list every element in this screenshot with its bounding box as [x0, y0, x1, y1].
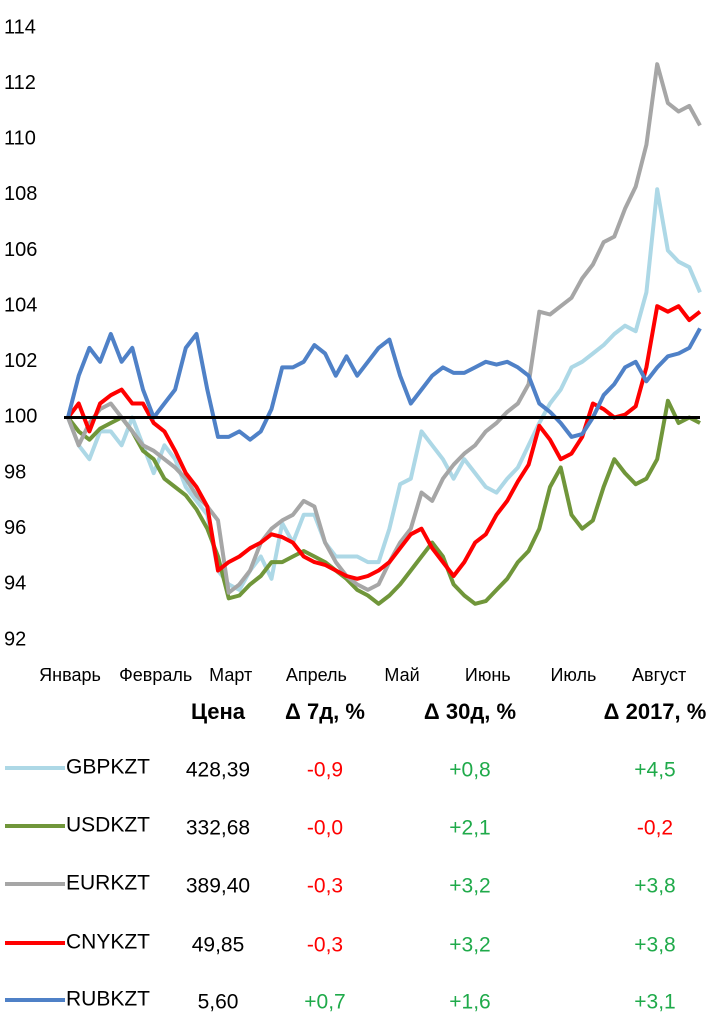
line-series [66, 327, 702, 442]
legend-label: GBPKZT [66, 756, 150, 779]
line-series [66, 304, 702, 581]
x-tick-label: Июнь [465, 665, 511, 685]
y-tick-label: 108 [4, 183, 37, 205]
table-cell: 428,39 [186, 759, 250, 782]
x-tick-label: Май [384, 665, 419, 685]
table-cell: +3,2 [449, 934, 490, 957]
x-tick-label: Апрель [286, 665, 347, 685]
table-cell: -0,0 [307, 817, 343, 840]
column-header: Δ 2017, % [604, 699, 707, 724]
table-cell: -0,2 [637, 817, 673, 840]
table-cell: +2,1 [449, 817, 490, 840]
legend-label: USDKZT [66, 814, 150, 837]
y-tick-label: 104 [4, 294, 37, 316]
y-tick-label: 100 [4, 406, 37, 428]
table-cell: -0,3 [307, 875, 343, 898]
x-tick-label: Февраль [119, 665, 192, 685]
table-cell: 49,85 [192, 934, 245, 957]
y-tick-label: 94 [4, 573, 26, 595]
column-header: Δ 7д, % [285, 699, 365, 724]
column-header: Цена [191, 699, 246, 724]
x-tick-label: Март [209, 665, 252, 685]
table-cell: +3,1 [634, 991, 675, 1012]
column-header: Δ 30д, % [424, 699, 516, 724]
table-cell: -0,9 [307, 759, 343, 782]
y-tick-label: 110 [4, 128, 36, 150]
y-tick-label: 114 [4, 16, 36, 38]
table-cell: +3,8 [634, 934, 675, 957]
y-tick-label: 98 [4, 461, 26, 483]
line-series [66, 187, 702, 592]
y-tick-label: 102 [4, 350, 37, 372]
x-tick-label: Июль [550, 665, 596, 685]
y-tick-label: 96 [4, 517, 26, 539]
table-cell: +1,6 [449, 991, 490, 1012]
legend-label: EURKZT [66, 872, 150, 895]
table-cell: +0,8 [449, 759, 490, 782]
table-cell: -0,3 [307, 934, 343, 957]
legend-label: RUBKZT [66, 988, 150, 1011]
table-cell: +0,7 [304, 991, 345, 1012]
y-tick-label: 106 [4, 239, 37, 261]
y-tick-label: 112 [4, 72, 36, 94]
y-tick-label: 92 [4, 628, 26, 650]
table-cell: +3,2 [449, 875, 490, 898]
line-series [66, 398, 701, 606]
x-tick-label: Январь [39, 665, 101, 685]
table-cell: +4,5 [634, 759, 675, 782]
x-tick-label: Август [632, 665, 686, 685]
table-cell: +3,8 [634, 875, 675, 898]
legend-label: CNYKZT [66, 931, 150, 954]
table-cell: 332,68 [186, 817, 250, 840]
table-cell: 5,60 [198, 991, 239, 1012]
table-cell: 389,40 [186, 875, 250, 898]
line-series [66, 62, 702, 595]
